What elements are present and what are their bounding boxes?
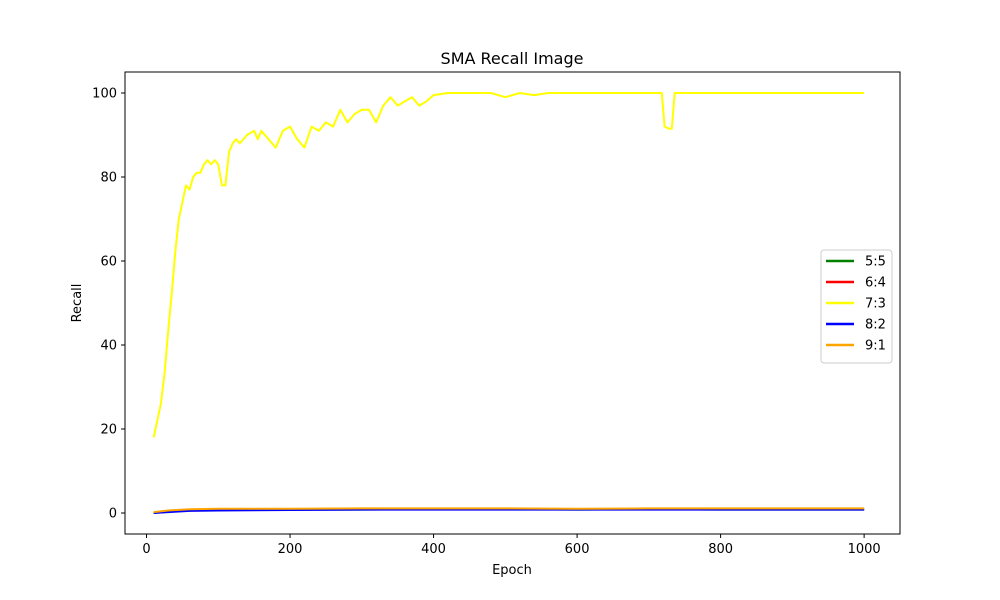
x-tick-label: 0 bbox=[142, 542, 150, 557]
y-tick-label: 0 bbox=[109, 507, 117, 522]
y-axis: 0 20 40 60 80 100 bbox=[92, 87, 125, 522]
y-tick-label: 20 bbox=[100, 423, 117, 438]
series-line-8-2 bbox=[153, 508, 865, 514]
x-tick-label: 800 bbox=[708, 542, 733, 557]
legend-label-6-4: 6:4 bbox=[865, 276, 886, 291]
legend-label-8-2: 8:2 bbox=[865, 318, 886, 333]
legend-box bbox=[820, 249, 893, 364]
y-tick-label: 60 bbox=[100, 255, 117, 270]
plot-frame bbox=[124, 71, 901, 535]
y-tick-label: 100 bbox=[92, 87, 117, 102]
x-axis-label: Epoch bbox=[492, 563, 532, 578]
chart-title: SMA Recall Image bbox=[441, 49, 584, 68]
y-axis-label: Recall bbox=[70, 284, 85, 323]
x-tick-label: 600 bbox=[565, 542, 590, 557]
legend-label-5-5: 5:5 bbox=[865, 255, 886, 270]
legend-label-9-1: 9:1 bbox=[865, 339, 886, 354]
series-line-9-1 bbox=[153, 507, 865, 514]
x-tick-label: 200 bbox=[278, 542, 303, 557]
legend: 5:5 6:4 7:3 8:2 9:1 bbox=[820, 249, 893, 364]
x-tick-label: 1000 bbox=[848, 542, 881, 557]
x-tick-label: 400 bbox=[421, 542, 446, 557]
series-line-7-3 bbox=[152, 92, 865, 438]
plot-area bbox=[152, 92, 865, 514]
y-tick-label: 80 bbox=[100, 171, 117, 186]
x-axis: 0 200 400 600 800 1000 bbox=[142, 534, 881, 557]
legend-label-7-3: 7:3 bbox=[865, 297, 886, 312]
y-tick-label: 40 bbox=[100, 339, 117, 354]
